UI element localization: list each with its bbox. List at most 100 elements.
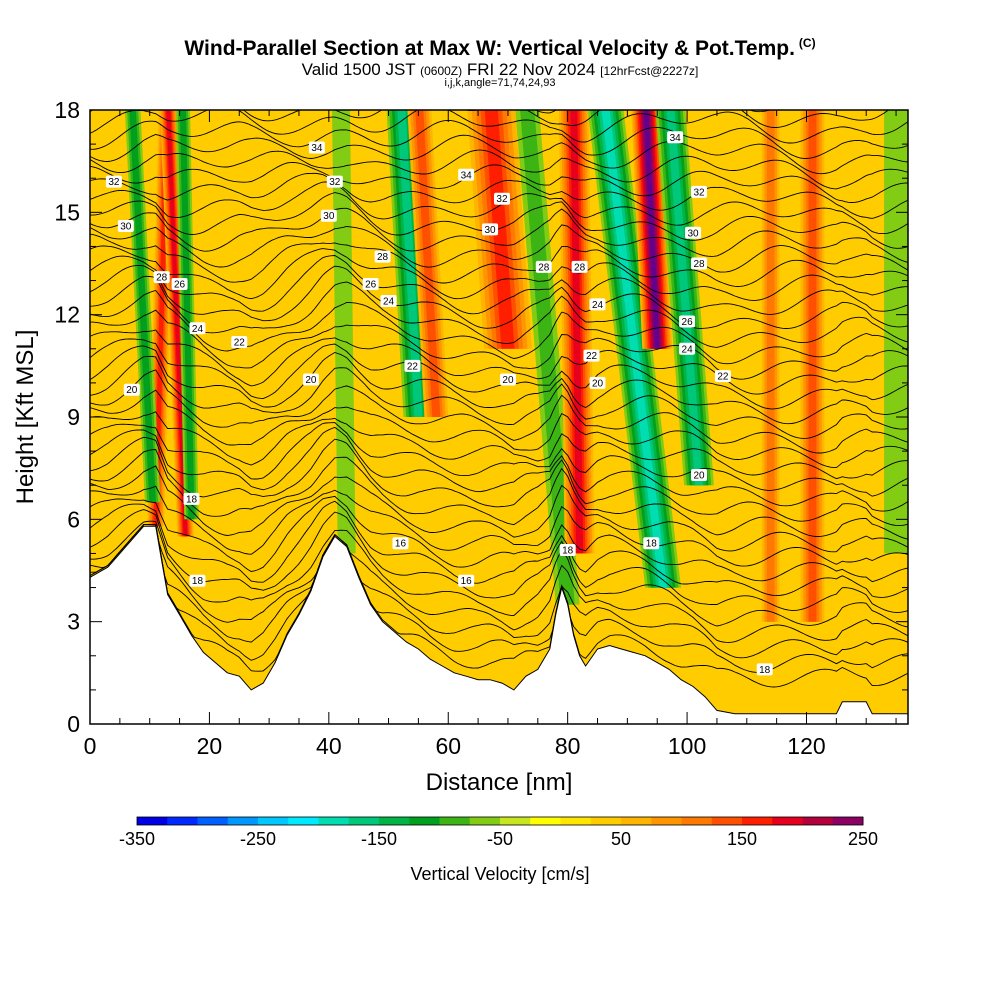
isentrope-label: 18 bbox=[562, 546, 574, 557]
isentrope-label: 20 bbox=[126, 385, 138, 396]
isentrope-label-box bbox=[691, 468, 708, 481]
isentrope-line bbox=[90, 275, 908, 348]
valid-prefix: Valid 1500 JST bbox=[301, 60, 416, 79]
grid-indices: i,j,k,angle=71,74,24,93 bbox=[444, 77, 556, 89]
y-tick-label: 0 bbox=[67, 711, 80, 737]
w-band-shape bbox=[484, 110, 515, 349]
isentrope-line bbox=[90, 207, 908, 263]
isentrope-label-box bbox=[589, 376, 606, 389]
isentrope-label: 22 bbox=[234, 337, 246, 348]
isentrope-label: 18 bbox=[759, 665, 771, 676]
x-tick-label: 100 bbox=[668, 733, 706, 759]
colorbar-swatch bbox=[681, 817, 713, 825]
isentrope-label-box bbox=[392, 537, 409, 550]
isentrope-label-box bbox=[559, 544, 576, 557]
isentrope-line bbox=[90, 329, 908, 395]
w-band-shape bbox=[179, 110, 195, 520]
isentrope-label: 20 bbox=[693, 470, 705, 481]
isentrope-label-box bbox=[458, 574, 475, 587]
isentrope-label-box bbox=[691, 185, 708, 198]
isentrope-line bbox=[90, 110, 908, 144]
isentrope-line bbox=[90, 465, 908, 553]
isentrope-label-box bbox=[679, 315, 696, 328]
isentrope-label: 24 bbox=[192, 324, 204, 335]
colorbar-swatch bbox=[318, 817, 350, 825]
isentrope-label: 30 bbox=[120, 221, 132, 232]
colorbar-swatch bbox=[227, 817, 259, 825]
isentrope-label-box bbox=[499, 373, 516, 386]
isentrope-line bbox=[90, 255, 908, 315]
colorbar-swatch bbox=[621, 817, 652, 825]
isentrope-line bbox=[90, 520, 908, 628]
w-band-shape bbox=[884, 110, 908, 554]
isentrope-label: 26 bbox=[682, 317, 694, 328]
isentrope-line bbox=[90, 449, 908, 540]
isentrope-label-box bbox=[183, 492, 200, 505]
w-band-shape bbox=[397, 110, 423, 417]
isentrope-label-box bbox=[326, 175, 343, 188]
isentrope-label: 26 bbox=[365, 279, 377, 290]
isentrope-label: 20 bbox=[305, 375, 317, 386]
isentrope-label: 24 bbox=[592, 300, 604, 311]
isentrope-label-box bbox=[679, 342, 696, 355]
x-tick-label: 40 bbox=[316, 733, 342, 759]
isentrope-line bbox=[90, 495, 908, 583]
isentrope-label-box bbox=[362, 277, 379, 290]
x-axis: 0 20 40 60 80 100 120 bbox=[84, 110, 897, 759]
isentrope-label: 16 bbox=[461, 576, 473, 587]
x-tick-label: 0 bbox=[84, 733, 97, 759]
isentrope-label-box bbox=[308, 141, 325, 154]
isentrope-label-box bbox=[171, 277, 188, 290]
isentrope-label-box bbox=[117, 219, 134, 232]
isentrope-label: 34 bbox=[311, 143, 323, 154]
colorbar-swatch bbox=[379, 817, 410, 825]
isentrope-label: 26 bbox=[174, 279, 186, 290]
isentrope-label: 22 bbox=[407, 361, 419, 372]
colorbar-swatch bbox=[651, 817, 682, 825]
isentrope-line bbox=[90, 245, 908, 301]
isentrope-label: 24 bbox=[383, 297, 395, 308]
colorbar-tick-label: 250 bbox=[848, 829, 878, 849]
copyright-mark: (C) bbox=[798, 36, 816, 50]
isentrope-label-box bbox=[458, 168, 475, 181]
colorbar-swatch bbox=[439, 817, 471, 825]
forecast-info: [12hrFcst@2227z] bbox=[600, 64, 699, 78]
isentrope-line bbox=[534, 110, 772, 114]
isentrope-label-box bbox=[105, 175, 122, 188]
isentrope-label: 34 bbox=[461, 170, 473, 181]
isentrope-line bbox=[90, 345, 908, 425]
isentrope-line bbox=[90, 149, 908, 190]
chart-title-text: Wind-Parallel Section at Max W: Vertical… bbox=[184, 37, 795, 60]
valid-utc: (0600Z) bbox=[420, 64, 463, 78]
colorbar-swatch bbox=[167, 817, 198, 825]
isentrope-label-box bbox=[589, 298, 606, 311]
x-tick-label: 20 bbox=[197, 733, 223, 759]
colorbar-swatch bbox=[772, 817, 803, 825]
isentrope-line bbox=[90, 172, 908, 219]
isentrope-label: 34 bbox=[670, 133, 682, 144]
colorbar-swatch bbox=[742, 817, 773, 825]
isentrope-label-box bbox=[535, 260, 552, 273]
isentrope-label: 18 bbox=[646, 539, 658, 550]
colorbar-swatch bbox=[560, 817, 592, 825]
isentrope-label-box bbox=[123, 383, 140, 396]
isentrope-label-box bbox=[302, 373, 319, 386]
isentrope-line bbox=[90, 389, 908, 469]
colorbar-swatch bbox=[711, 817, 743, 825]
isentrope-label: 22 bbox=[717, 372, 729, 383]
isentrope-lines bbox=[90, 110, 908, 688]
x-axis-label: Distance [nm] bbox=[426, 769, 573, 796]
y-tick-label: 6 bbox=[67, 506, 80, 532]
colorbar-swatch bbox=[832, 817, 864, 825]
isentrope-line bbox=[90, 162, 908, 203]
y-tick-label: 15 bbox=[54, 199, 80, 225]
colorbar-swatch bbox=[500, 817, 531, 825]
isentrope-line bbox=[90, 426, 908, 512]
isentrope-line bbox=[90, 289, 908, 365]
x-tick-label: 80 bbox=[555, 733, 581, 759]
isentrope-label: 20 bbox=[502, 375, 514, 386]
colorbar-tick-label: 50 bbox=[611, 829, 631, 849]
colorbar-title: Vertical Velocity [cm/s] bbox=[410, 864, 589, 884]
isentrope-label-box bbox=[189, 574, 206, 587]
